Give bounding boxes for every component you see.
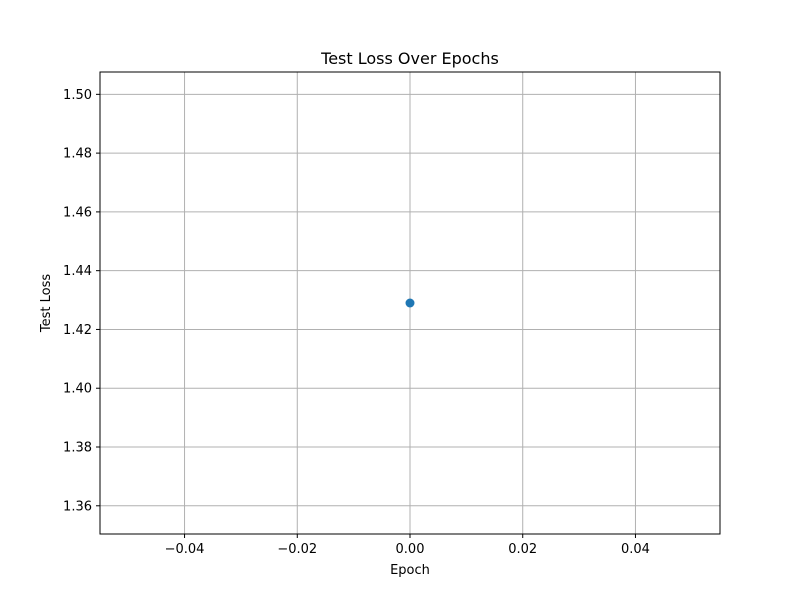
y-tick-label: 1.38: [63, 441, 92, 456]
x-tick-label: 0.02: [508, 542, 537, 557]
y-tick-label: 1.50: [63, 88, 92, 103]
y-tick-label: 1.48: [63, 147, 92, 162]
y-tick-label: 1.42: [63, 323, 92, 338]
y-tick-label: 1.40: [63, 382, 92, 397]
x-tick-label: 0.00: [396, 542, 425, 557]
y-tick-label: 1.44: [63, 264, 92, 279]
x-axis-label: Epoch: [390, 563, 430, 578]
y-tick-label: 1.46: [63, 205, 92, 220]
y-tick-label: 1.36: [63, 499, 92, 514]
axis-ticks: −0.04 −0.02 0.00 0.02 0.04 1.36 1.38 1.40 1.42 1.…: [63, 88, 650, 557]
chart-title: Test Loss Over Epochs: [320, 49, 499, 68]
y-axis-label: Test Loss: [39, 274, 54, 333]
grid: [100, 72, 720, 534]
x-tick-label: −0.04: [165, 542, 205, 557]
data-point: [405, 298, 415, 308]
x-tick-label: 0.04: [621, 542, 650, 557]
x-tick-label: −0.02: [277, 542, 317, 557]
data-points: [405, 298, 415, 308]
